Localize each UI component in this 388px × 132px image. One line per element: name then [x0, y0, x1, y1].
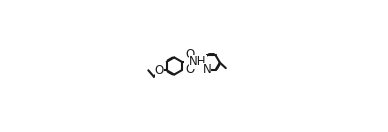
Text: N: N — [203, 63, 211, 77]
Text: O: O — [155, 64, 164, 77]
Text: O: O — [185, 63, 194, 76]
Text: NH: NH — [189, 55, 207, 68]
Text: S: S — [185, 55, 194, 68]
Text: O: O — [185, 48, 194, 61]
